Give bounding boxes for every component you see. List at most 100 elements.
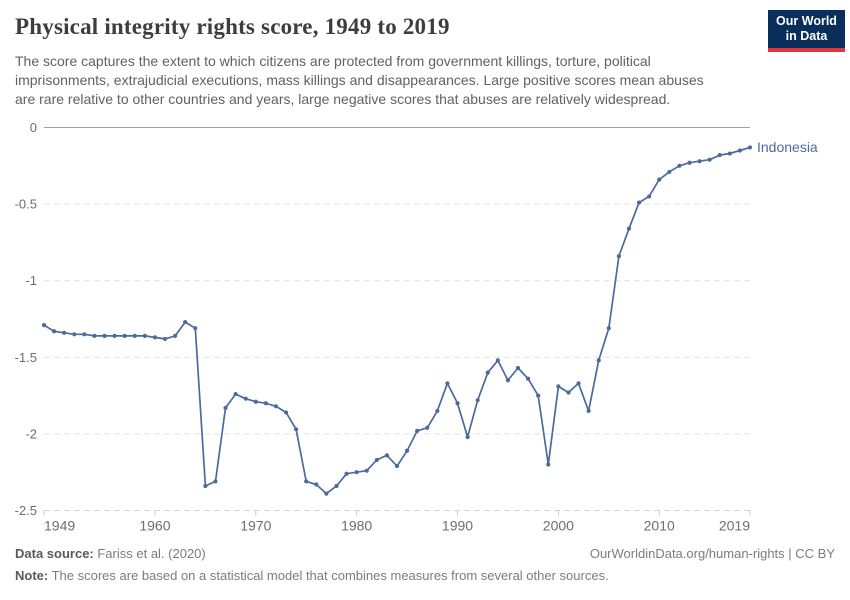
- data-point[interactable]: [102, 333, 107, 338]
- data-point[interactable]: [334, 483, 339, 489]
- data-point[interactable]: [505, 378, 511, 383]
- subtitle-line: are rare relative to other countries and…: [15, 91, 671, 107]
- data-point[interactable]: [435, 408, 440, 414]
- data-point[interactable]: [556, 384, 561, 389]
- data-point[interactable]: [344, 471, 349, 476]
- data-point[interactable]: [566, 390, 571, 395]
- data-point[interactable]: [82, 332, 87, 337]
- data-point[interactable]: [465, 434, 470, 440]
- data-point[interactable]: [183, 319, 188, 325]
- y-axis-label: 0: [30, 120, 37, 135]
- data-point[interactable]: [223, 405, 228, 410]
- data-point[interactable]: [626, 226, 632, 231]
- x-axis-label: 1970: [240, 518, 271, 534]
- data-point[interactable]: [445, 381, 450, 386]
- subtitle-line: imprisonments, extrajudicial executions,…: [15, 72, 704, 88]
- data-point[interactable]: [485, 370, 490, 375]
- data-point[interactable]: [243, 396, 248, 401]
- data-point[interactable]: [747, 145, 753, 150]
- data-point[interactable]: [394, 463, 400, 469]
- data-point[interactable]: [475, 398, 480, 403]
- data-point[interactable]: [253, 399, 258, 404]
- data-point[interactable]: [526, 376, 531, 381]
- data-point[interactable]: [324, 491, 329, 496]
- data-point[interactable]: [596, 358, 601, 363]
- note-label: Note:: [15, 568, 49, 583]
- data-point[interactable]: [636, 200, 642, 205]
- x-axis-label: 1960: [139, 518, 170, 534]
- data-point[interactable]: [142, 333, 147, 338]
- x-axis-label: 2019: [719, 518, 750, 534]
- data-point[interactable]: [213, 479, 218, 484]
- data-point[interactable]: [586, 408, 591, 414]
- data-point[interactable]: [72, 332, 77, 337]
- owid-logo[interactable]: Our World in Data: [768, 10, 845, 52]
- data-point[interactable]: [647, 194, 652, 199]
- data-point[interactable]: [606, 326, 611, 331]
- subtitle-line: The score captures the extent to which c…: [15, 53, 651, 69]
- note-value: The scores are based on a statistical mo…: [48, 568, 609, 583]
- data-point[interactable]: [193, 326, 198, 331]
- data-point[interactable]: [304, 479, 309, 484]
- data-point[interactable]: [294, 427, 299, 432]
- owid-logo-text: Our World in Data: [768, 10, 845, 48]
- data-point[interactable]: [233, 391, 238, 397]
- data-point[interactable]: [374, 457, 379, 463]
- x-axis-label: 1949: [44, 518, 75, 534]
- data-point[interactable]: [697, 159, 702, 164]
- data-point[interactable]: [92, 333, 97, 338]
- data-point[interactable]: [727, 151, 732, 156]
- data-point[interactable]: [62, 330, 67, 335]
- page-title: Physical integrity rights score, 1949 to…: [15, 14, 450, 39]
- data-point[interactable]: [112, 333, 117, 338]
- data-point[interactable]: [515, 365, 521, 371]
- data-point[interactable]: [263, 401, 268, 406]
- chart-footer: Data source: Fariss et al. (2020) OurWor…: [15, 546, 835, 583]
- data-point[interactable]: [384, 453, 390, 458]
- data-point[interactable]: [455, 401, 460, 406]
- x-axis-label: 2010: [644, 518, 675, 534]
- data-point[interactable]: [707, 157, 712, 162]
- data-source-value: Fariss et al. (2020): [93, 546, 206, 561]
- data-point[interactable]: [41, 323, 47, 328]
- x-axis-label: 1980: [341, 518, 372, 534]
- data-point[interactable]: [283, 410, 289, 415]
- data-point[interactable]: [536, 393, 541, 398]
- data-point[interactable]: [404, 448, 410, 453]
- data-point[interactable]: [415, 428, 420, 433]
- data-point[interactable]: [122, 333, 127, 338]
- chart-note: Note: The scores are based on a statisti…: [15, 568, 835, 583]
- data-point[interactable]: [576, 381, 581, 386]
- y-axis-label: -0.5: [15, 197, 37, 212]
- data-point[interactable]: [364, 468, 369, 473]
- data-point[interactable]: [173, 333, 178, 338]
- y-axis-label: -1.5: [15, 350, 37, 365]
- data-point[interactable]: [203, 483, 208, 489]
- data-point[interactable]: [132, 333, 137, 338]
- data-point[interactable]: [717, 152, 722, 158]
- data-point[interactable]: [162, 336, 168, 342]
- data-point[interactable]: [273, 404, 279, 409]
- data-source-label: Data source:: [15, 546, 94, 561]
- data-point[interactable]: [51, 329, 57, 334]
- data-point[interactable]: [657, 177, 662, 182]
- data-point[interactable]: [495, 358, 500, 363]
- data-point[interactable]: [152, 335, 158, 340]
- chart-subtitle: The score captures the extent to which c…: [15, 52, 755, 109]
- data-point[interactable]: [616, 254, 621, 259]
- data-point[interactable]: [737, 148, 743, 153]
- data-point[interactable]: [314, 482, 319, 487]
- series-label-indonesia[interactable]: Indonesia: [757, 139, 818, 155]
- data-point[interactable]: [667, 169, 672, 175]
- data-point[interactable]: [546, 462, 551, 467]
- data-point[interactable]: [354, 470, 359, 475]
- data-point[interactable]: [687, 160, 692, 165]
- owid-logo-line1: Our World: [776, 14, 837, 28]
- license-link[interactable]: OurWorldinData.org/human-rights | CC BY: [589, 546, 835, 561]
- y-axis-label: -2: [25, 426, 37, 441]
- data-line-indonesia[interactable]: [43, 146, 751, 495]
- line-chart-canvas[interactable]: 0 -0.5 -1 -1.5 -2 -2.5 1949 1960 1970 1980 1990 200…: [0, 110, 850, 546]
- data-point[interactable]: [677, 163, 682, 168]
- data-point[interactable]: [425, 425, 430, 430]
